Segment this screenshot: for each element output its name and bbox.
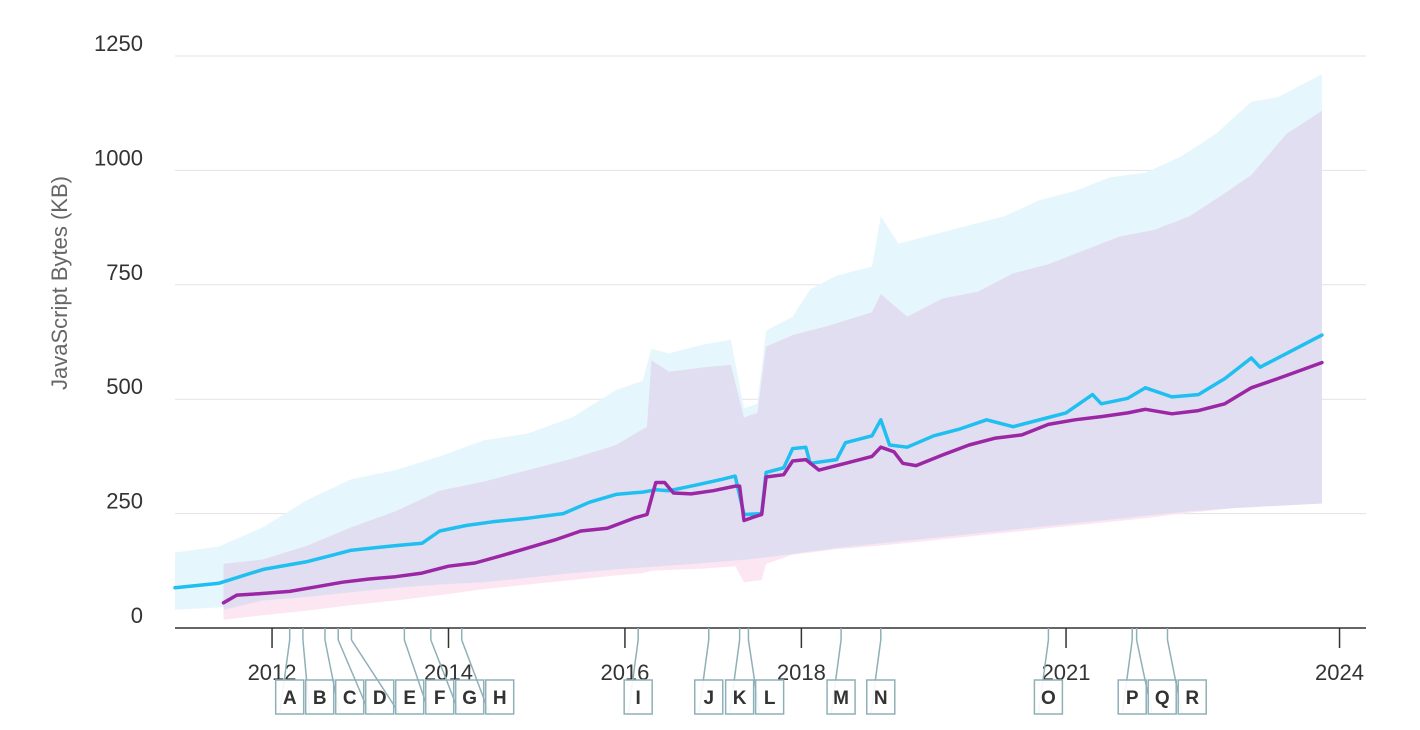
- y-axis-title: JavaScript Bytes (KB): [47, 176, 72, 390]
- annotation-box-J: [693, 679, 724, 715]
- annotation-label-H: H: [493, 688, 507, 709]
- annotation-label-E: E: [403, 688, 416, 709]
- annotation-label-I: I: [636, 688, 641, 709]
- annotation-label-L: L: [764, 688, 776, 709]
- y-tick-label: 1000: [94, 145, 143, 170]
- annotation-label-G: G: [462, 688, 477, 709]
- y-tick-label: 0: [131, 603, 143, 628]
- annotation-leader-G: [430, 639, 461, 715]
- annotation-box-M: [826, 679, 856, 715]
- annotation-box-C: [334, 679, 365, 715]
- y-tick-label: 750: [106, 260, 143, 285]
- series-lines: [173, 333, 1324, 605]
- annotation-label-O: O: [1041, 688, 1056, 709]
- annotation-label-B: B: [313, 688, 327, 709]
- annotation-label-F: F: [434, 688, 446, 709]
- annotation-leader-D: [337, 639, 371, 715]
- annotation-box-O: [1033, 679, 1064, 715]
- annotation-label-D: D: [373, 688, 387, 709]
- x-tick-label: 2024: [1315, 660, 1364, 685]
- annotation-box-Q: [1147, 679, 1177, 715]
- annotation-label-C: C: [343, 688, 357, 709]
- annotation-box-H: [484, 679, 515, 715]
- annotation-box-A: [274, 679, 305, 715]
- annotation-box-I: [623, 679, 653, 715]
- y-tick-label: 500: [106, 374, 143, 399]
- annotation-label-Q: Q: [1155, 688, 1170, 709]
- annotation-label-A: A: [283, 688, 297, 709]
- range-band-3: [223, 110, 1322, 610]
- y-tick-label: 1250: [94, 31, 143, 56]
- series-line-1: [173, 333, 1324, 590]
- annotation-box-L: [754, 679, 785, 715]
- y-axis: 0 250 500 750 1000 1250: [94, 31, 143, 628]
- annotation-label-R: R: [1185, 688, 1199, 709]
- annotation-box-B: [304, 679, 335, 715]
- annotation-box-P: [1117, 679, 1147, 715]
- annotation-label-P: P: [1126, 688, 1139, 709]
- annotation-label-J: J: [703, 688, 714, 709]
- annotation-box-K: [724, 679, 755, 715]
- annotation-label-N: N: [874, 688, 888, 709]
- annotation-label-M: M: [833, 688, 849, 709]
- annotation-box-R: [1177, 679, 1207, 715]
- annotation-leader-E: [350, 639, 401, 715]
- annotation-label-K: K: [733, 688, 747, 709]
- series-line-2: [221, 360, 1324, 605]
- range-bands: [175, 74, 1322, 620]
- annotation-box-N: [866, 679, 896, 715]
- y-tick-label: 250: [106, 489, 143, 514]
- x-tick-label: 2018: [777, 660, 826, 685]
